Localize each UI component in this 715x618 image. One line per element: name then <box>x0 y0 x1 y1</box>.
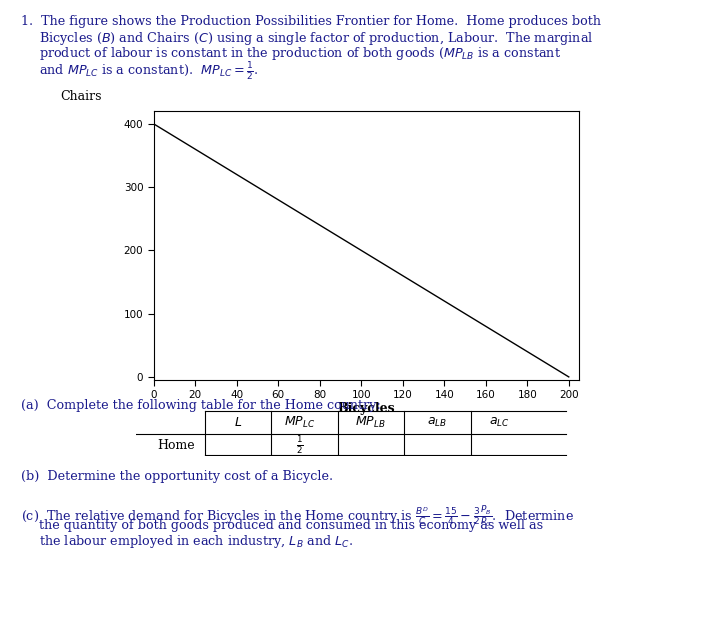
Text: $L$: $L$ <box>234 416 242 429</box>
Text: product of labour is constant in the production of both goods ($MP_{LB}$ is a co: product of labour is constant in the pro… <box>39 45 561 62</box>
Text: $MP_{LC}$: $MP_{LC}$ <box>285 415 315 430</box>
Text: (a)  Complete the following table for the Home country:: (a) Complete the following table for the… <box>21 399 381 412</box>
Text: $\frac{1}{2}$: $\frac{1}{2}$ <box>296 434 304 456</box>
Text: the labour employed in each industry, $L_B$ and $L_C$.: the labour employed in each industry, $L… <box>39 533 353 551</box>
Text: Chairs: Chairs <box>60 90 102 103</box>
Text: the quantity of both goods produced and consumed in this economy as well as: the quantity of both goods produced and … <box>39 519 543 531</box>
Text: $a_{LC}$: $a_{LC}$ <box>489 416 510 429</box>
Text: $MP_{LB}$: $MP_{LB}$ <box>355 415 386 430</box>
Text: $a_{LB}$: $a_{LB}$ <box>428 416 448 429</box>
Text: and $MP_{LC}$ is a constant).  $MP_{LC} = \frac{1}{2}$.: and $MP_{LC}$ is a constant). $MP_{LC} =… <box>39 60 259 82</box>
Text: Home: Home <box>157 439 194 452</box>
X-axis label: Bicycles: Bicycles <box>337 402 395 415</box>
Text: 1.  The figure shows the Production Possibilities Frontier for Home.  Home produ: 1. The figure shows the Production Possi… <box>21 15 601 28</box>
Text: (c)  The relative demand for Bicycles in the Home country is $\frac{B^D}{C} = \f: (c) The relative demand for Bicycles in … <box>21 504 574 528</box>
Text: Bicycles ($B$) and Chairs ($C$) using a single factor of production, Labour.  Th: Bicycles ($B$) and Chairs ($C$) using a … <box>39 30 593 48</box>
Text: (b)  Determine the opportunity cost of a Bicycle.: (b) Determine the opportunity cost of a … <box>21 470 334 483</box>
